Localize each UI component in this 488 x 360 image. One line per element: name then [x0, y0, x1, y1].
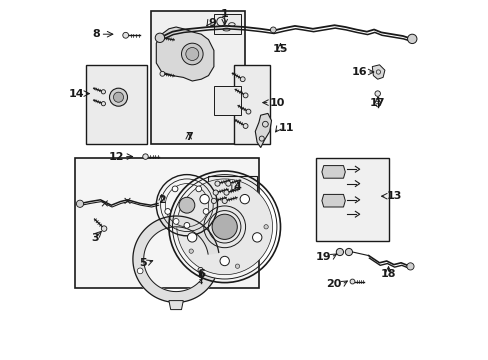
Circle shape [211, 198, 216, 203]
Circle shape [245, 109, 250, 114]
Text: 6: 6 [197, 269, 205, 279]
Polygon shape [321, 166, 345, 178]
Circle shape [155, 33, 164, 42]
Text: 15: 15 [272, 44, 287, 54]
Text: 10: 10 [269, 98, 285, 108]
Circle shape [203, 208, 208, 214]
Bar [86, 65, 147, 144]
Circle shape [336, 248, 343, 256]
Bar [233, 65, 269, 144]
Bar [213, 14, 241, 34]
Circle shape [407, 34, 416, 44]
Circle shape [189, 200, 193, 204]
Circle shape [173, 219, 179, 224]
Circle shape [160, 71, 164, 76]
Polygon shape [133, 216, 218, 302]
Circle shape [142, 154, 148, 159]
Circle shape [196, 186, 201, 192]
Circle shape [185, 48, 199, 60]
Circle shape [109, 88, 127, 106]
Bar [316, 158, 387, 241]
Circle shape [406, 263, 413, 270]
Bar [151, 11, 244, 144]
Circle shape [243, 93, 247, 98]
Circle shape [183, 222, 189, 228]
Circle shape [200, 194, 209, 204]
Circle shape [345, 248, 352, 256]
Polygon shape [321, 194, 345, 207]
Polygon shape [255, 113, 271, 148]
Polygon shape [168, 301, 183, 310]
Circle shape [101, 226, 107, 231]
Circle shape [225, 181, 230, 186]
Circle shape [76, 200, 83, 207]
Circle shape [101, 90, 105, 94]
Text: 16: 16 [350, 67, 366, 77]
Text: 17: 17 [369, 98, 385, 108]
Circle shape [198, 267, 203, 273]
Circle shape [222, 198, 227, 203]
Text: 9: 9 [208, 18, 216, 28]
Circle shape [243, 123, 247, 129]
Text: 11: 11 [278, 123, 294, 133]
Circle shape [181, 43, 203, 65]
Text: 3: 3 [91, 233, 99, 243]
Circle shape [172, 186, 178, 192]
Text: 14: 14 [68, 89, 84, 99]
Circle shape [235, 185, 239, 190]
Circle shape [214, 181, 220, 186]
Circle shape [101, 102, 105, 106]
Bar [208, 176, 257, 221]
Circle shape [160, 35, 164, 40]
Circle shape [164, 208, 170, 214]
Text: 1: 1 [221, 9, 228, 19]
Circle shape [374, 91, 380, 96]
Circle shape [224, 190, 228, 195]
Text: 2: 2 [158, 195, 165, 205]
Text: 13: 13 [386, 191, 401, 201]
Circle shape [177, 179, 272, 275]
Bar [213, 86, 241, 115]
Circle shape [189, 249, 193, 253]
Circle shape [240, 77, 244, 82]
Text: 20: 20 [325, 279, 341, 289]
Circle shape [137, 268, 142, 274]
Bar [75, 158, 258, 288]
Text: 19: 19 [315, 252, 330, 262]
Polygon shape [371, 65, 384, 79]
Text: 5: 5 [140, 258, 147, 268]
Polygon shape [156, 27, 213, 81]
Text: 4: 4 [233, 182, 241, 192]
Text: 8: 8 [93, 29, 101, 39]
Circle shape [187, 233, 197, 242]
Circle shape [220, 256, 229, 266]
Text: 7: 7 [184, 132, 192, 142]
Circle shape [252, 233, 262, 242]
Circle shape [349, 279, 354, 284]
Circle shape [240, 194, 249, 204]
Circle shape [235, 264, 239, 268]
Circle shape [270, 27, 276, 33]
Text: 18: 18 [380, 269, 395, 279]
Circle shape [212, 214, 237, 239]
Text: 12: 12 [108, 152, 123, 162]
Circle shape [113, 92, 123, 102]
Circle shape [122, 32, 128, 38]
Circle shape [264, 225, 268, 229]
Circle shape [213, 190, 218, 195]
Circle shape [179, 197, 194, 213]
